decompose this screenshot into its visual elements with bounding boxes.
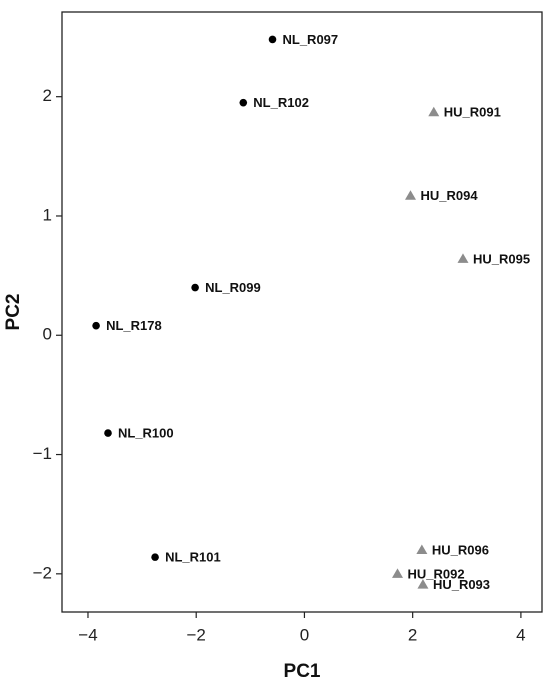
y-axis-title: PC2 xyxy=(3,294,24,331)
plot-frame xyxy=(61,11,543,613)
y-tick-label: 1 xyxy=(43,205,52,224)
point xyxy=(239,98,248,107)
y-tick-label: 2 xyxy=(43,86,52,105)
point-label: HU_R096 xyxy=(432,542,489,557)
x-tick-label: 0 xyxy=(300,625,309,644)
point xyxy=(417,579,429,589)
point xyxy=(392,568,404,578)
point-label: HU_R093 xyxy=(433,577,490,592)
point xyxy=(191,283,199,292)
y-tick-label: −1 xyxy=(33,444,52,463)
x-tick-label: −4 xyxy=(78,625,97,644)
x-tick-label: −2 xyxy=(187,625,206,644)
point-label: HU_R094 xyxy=(421,188,479,203)
point xyxy=(457,253,469,263)
point-label: HU_R095 xyxy=(473,251,530,266)
x-tick-label: 2 xyxy=(408,625,417,644)
point-label: NL_R101 xyxy=(165,550,221,565)
point-label: NL_R178 xyxy=(106,318,162,333)
point-label: NL_R097 xyxy=(283,32,339,47)
y-tick-label: −2 xyxy=(33,563,52,582)
point xyxy=(92,321,100,330)
point xyxy=(428,106,440,117)
point-label: HU_R091 xyxy=(444,105,501,120)
point xyxy=(405,190,417,200)
point-label: NL_R100 xyxy=(118,426,174,441)
y-tick-label: 0 xyxy=(43,325,52,344)
point-label: NL_R102 xyxy=(253,95,309,110)
point xyxy=(416,544,428,554)
point xyxy=(104,429,112,437)
point xyxy=(151,553,159,561)
point-label: HU_R092 xyxy=(408,566,465,581)
x-axis-title: PC1 xyxy=(284,661,321,682)
point xyxy=(268,35,277,44)
x-tick-label: 4 xyxy=(516,625,525,644)
point-label: NL_R099 xyxy=(205,280,261,295)
